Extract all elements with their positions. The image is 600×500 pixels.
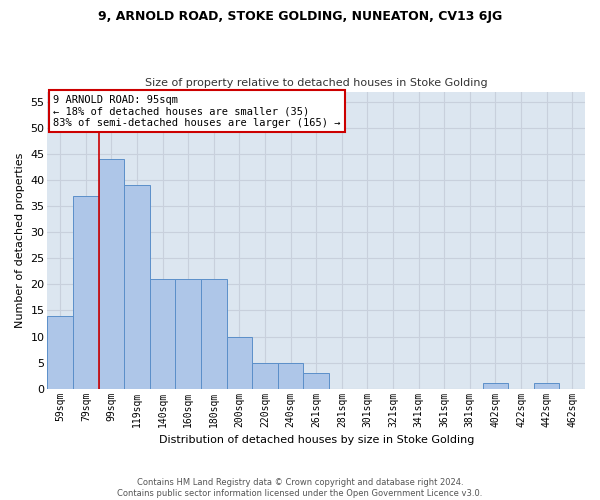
Bar	[201, 279, 227, 388]
Y-axis label: Number of detached properties: Number of detached properties	[15, 152, 25, 328]
Bar	[304, 373, 329, 388]
Bar	[278, 362, 304, 388]
Bar	[150, 279, 175, 388]
Bar	[124, 186, 150, 388]
Bar	[47, 316, 73, 388]
Text: 9 ARNOLD ROAD: 95sqm
← 18% of detached houses are smaller (35)
83% of semi-detac: 9 ARNOLD ROAD: 95sqm ← 18% of detached h…	[53, 94, 340, 128]
Bar	[534, 384, 559, 388]
Bar	[252, 362, 278, 388]
Bar	[227, 336, 252, 388]
X-axis label: Distribution of detached houses by size in Stoke Golding: Distribution of detached houses by size …	[158, 435, 474, 445]
Bar	[73, 196, 98, 388]
Bar	[175, 279, 201, 388]
Title: Size of property relative to detached houses in Stoke Golding: Size of property relative to detached ho…	[145, 78, 488, 88]
Text: Contains HM Land Registry data © Crown copyright and database right 2024.
Contai: Contains HM Land Registry data © Crown c…	[118, 478, 482, 498]
Bar	[98, 160, 124, 388]
Bar	[482, 384, 508, 388]
Text: 9, ARNOLD ROAD, STOKE GOLDING, NUNEATON, CV13 6JG: 9, ARNOLD ROAD, STOKE GOLDING, NUNEATON,…	[98, 10, 502, 23]
